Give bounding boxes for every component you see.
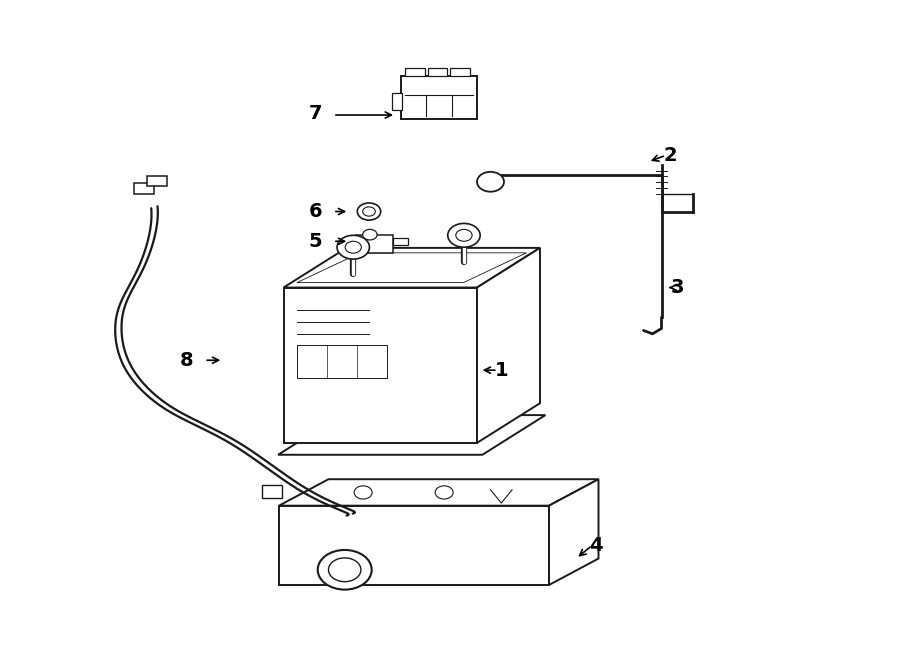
Polygon shape bbox=[284, 288, 477, 443]
Polygon shape bbox=[279, 506, 549, 585]
Circle shape bbox=[328, 558, 361, 582]
Circle shape bbox=[448, 223, 481, 247]
Polygon shape bbox=[393, 238, 408, 245]
Bar bbox=[262, 485, 282, 498]
Bar bbox=[392, 93, 402, 110]
Circle shape bbox=[318, 550, 372, 590]
Polygon shape bbox=[278, 415, 545, 455]
Text: 5: 5 bbox=[309, 232, 322, 251]
Polygon shape bbox=[279, 479, 598, 506]
Circle shape bbox=[355, 486, 373, 499]
Polygon shape bbox=[284, 248, 540, 288]
Bar bbox=[134, 183, 154, 194]
Text: 1: 1 bbox=[495, 361, 508, 379]
Bar bbox=[428, 68, 447, 76]
Bar bbox=[297, 344, 387, 377]
Bar bbox=[405, 68, 425, 76]
Text: 8: 8 bbox=[180, 351, 194, 369]
Bar bbox=[400, 76, 477, 119]
Text: 2: 2 bbox=[663, 146, 677, 165]
Bar bbox=[450, 68, 470, 76]
Polygon shape bbox=[477, 248, 540, 443]
Circle shape bbox=[436, 486, 453, 499]
Text: 6: 6 bbox=[309, 202, 322, 221]
Circle shape bbox=[477, 172, 504, 192]
Polygon shape bbox=[549, 479, 598, 585]
Text: 4: 4 bbox=[590, 536, 603, 555]
Bar bbox=[147, 176, 166, 186]
Circle shape bbox=[357, 203, 381, 220]
Text: 7: 7 bbox=[309, 104, 322, 123]
Polygon shape bbox=[356, 235, 393, 253]
Circle shape bbox=[337, 235, 369, 259]
Circle shape bbox=[363, 229, 377, 240]
Text: 3: 3 bbox=[670, 278, 684, 297]
